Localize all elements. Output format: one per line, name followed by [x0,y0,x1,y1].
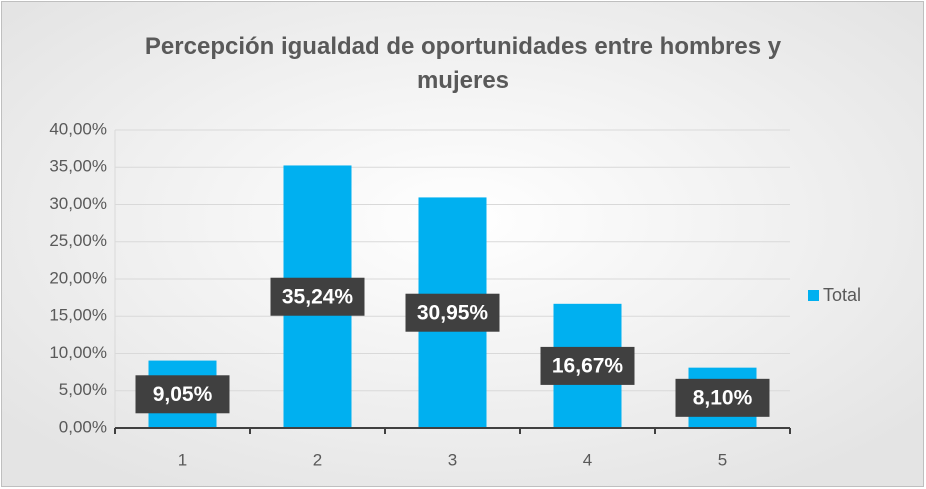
y-tick-label: 15,00% [49,306,107,325]
data-label-box [405,293,500,332]
data-label-box [270,277,365,316]
data-label: 35,24% [282,285,354,308]
legend-swatch [808,290,819,301]
data-label: 8,10% [693,386,753,409]
y-tick-label: 30,00% [49,194,107,213]
data-label-box [135,375,230,414]
x-tick-label: 2 [313,450,322,469]
chart-title: Percepción igualdad de oportunidades ent… [144,33,782,94]
y-tick-label: 35,00% [49,157,107,176]
y-tick-label: 5,00% [59,380,107,399]
data-label-box [540,346,635,385]
legend-label: Total [823,285,861,305]
y-tick-label: 20,00% [49,268,107,287]
data-label: 16,67% [552,354,624,377]
data-label: 30,95% [417,301,489,324]
y-tick-label: 40,00% [49,119,107,138]
data-label-box [675,378,770,417]
y-tick-label: 0,00% [59,417,107,436]
y-tick-label: 10,00% [49,343,107,362]
x-tick-label: 4 [583,450,592,469]
data-label: 9,05% [153,383,213,406]
x-tick-label: 5 [718,450,727,469]
y-tick-label: 25,00% [49,231,107,250]
x-tick-label: 1 [178,450,187,469]
x-tick-label: 3 [448,450,457,469]
